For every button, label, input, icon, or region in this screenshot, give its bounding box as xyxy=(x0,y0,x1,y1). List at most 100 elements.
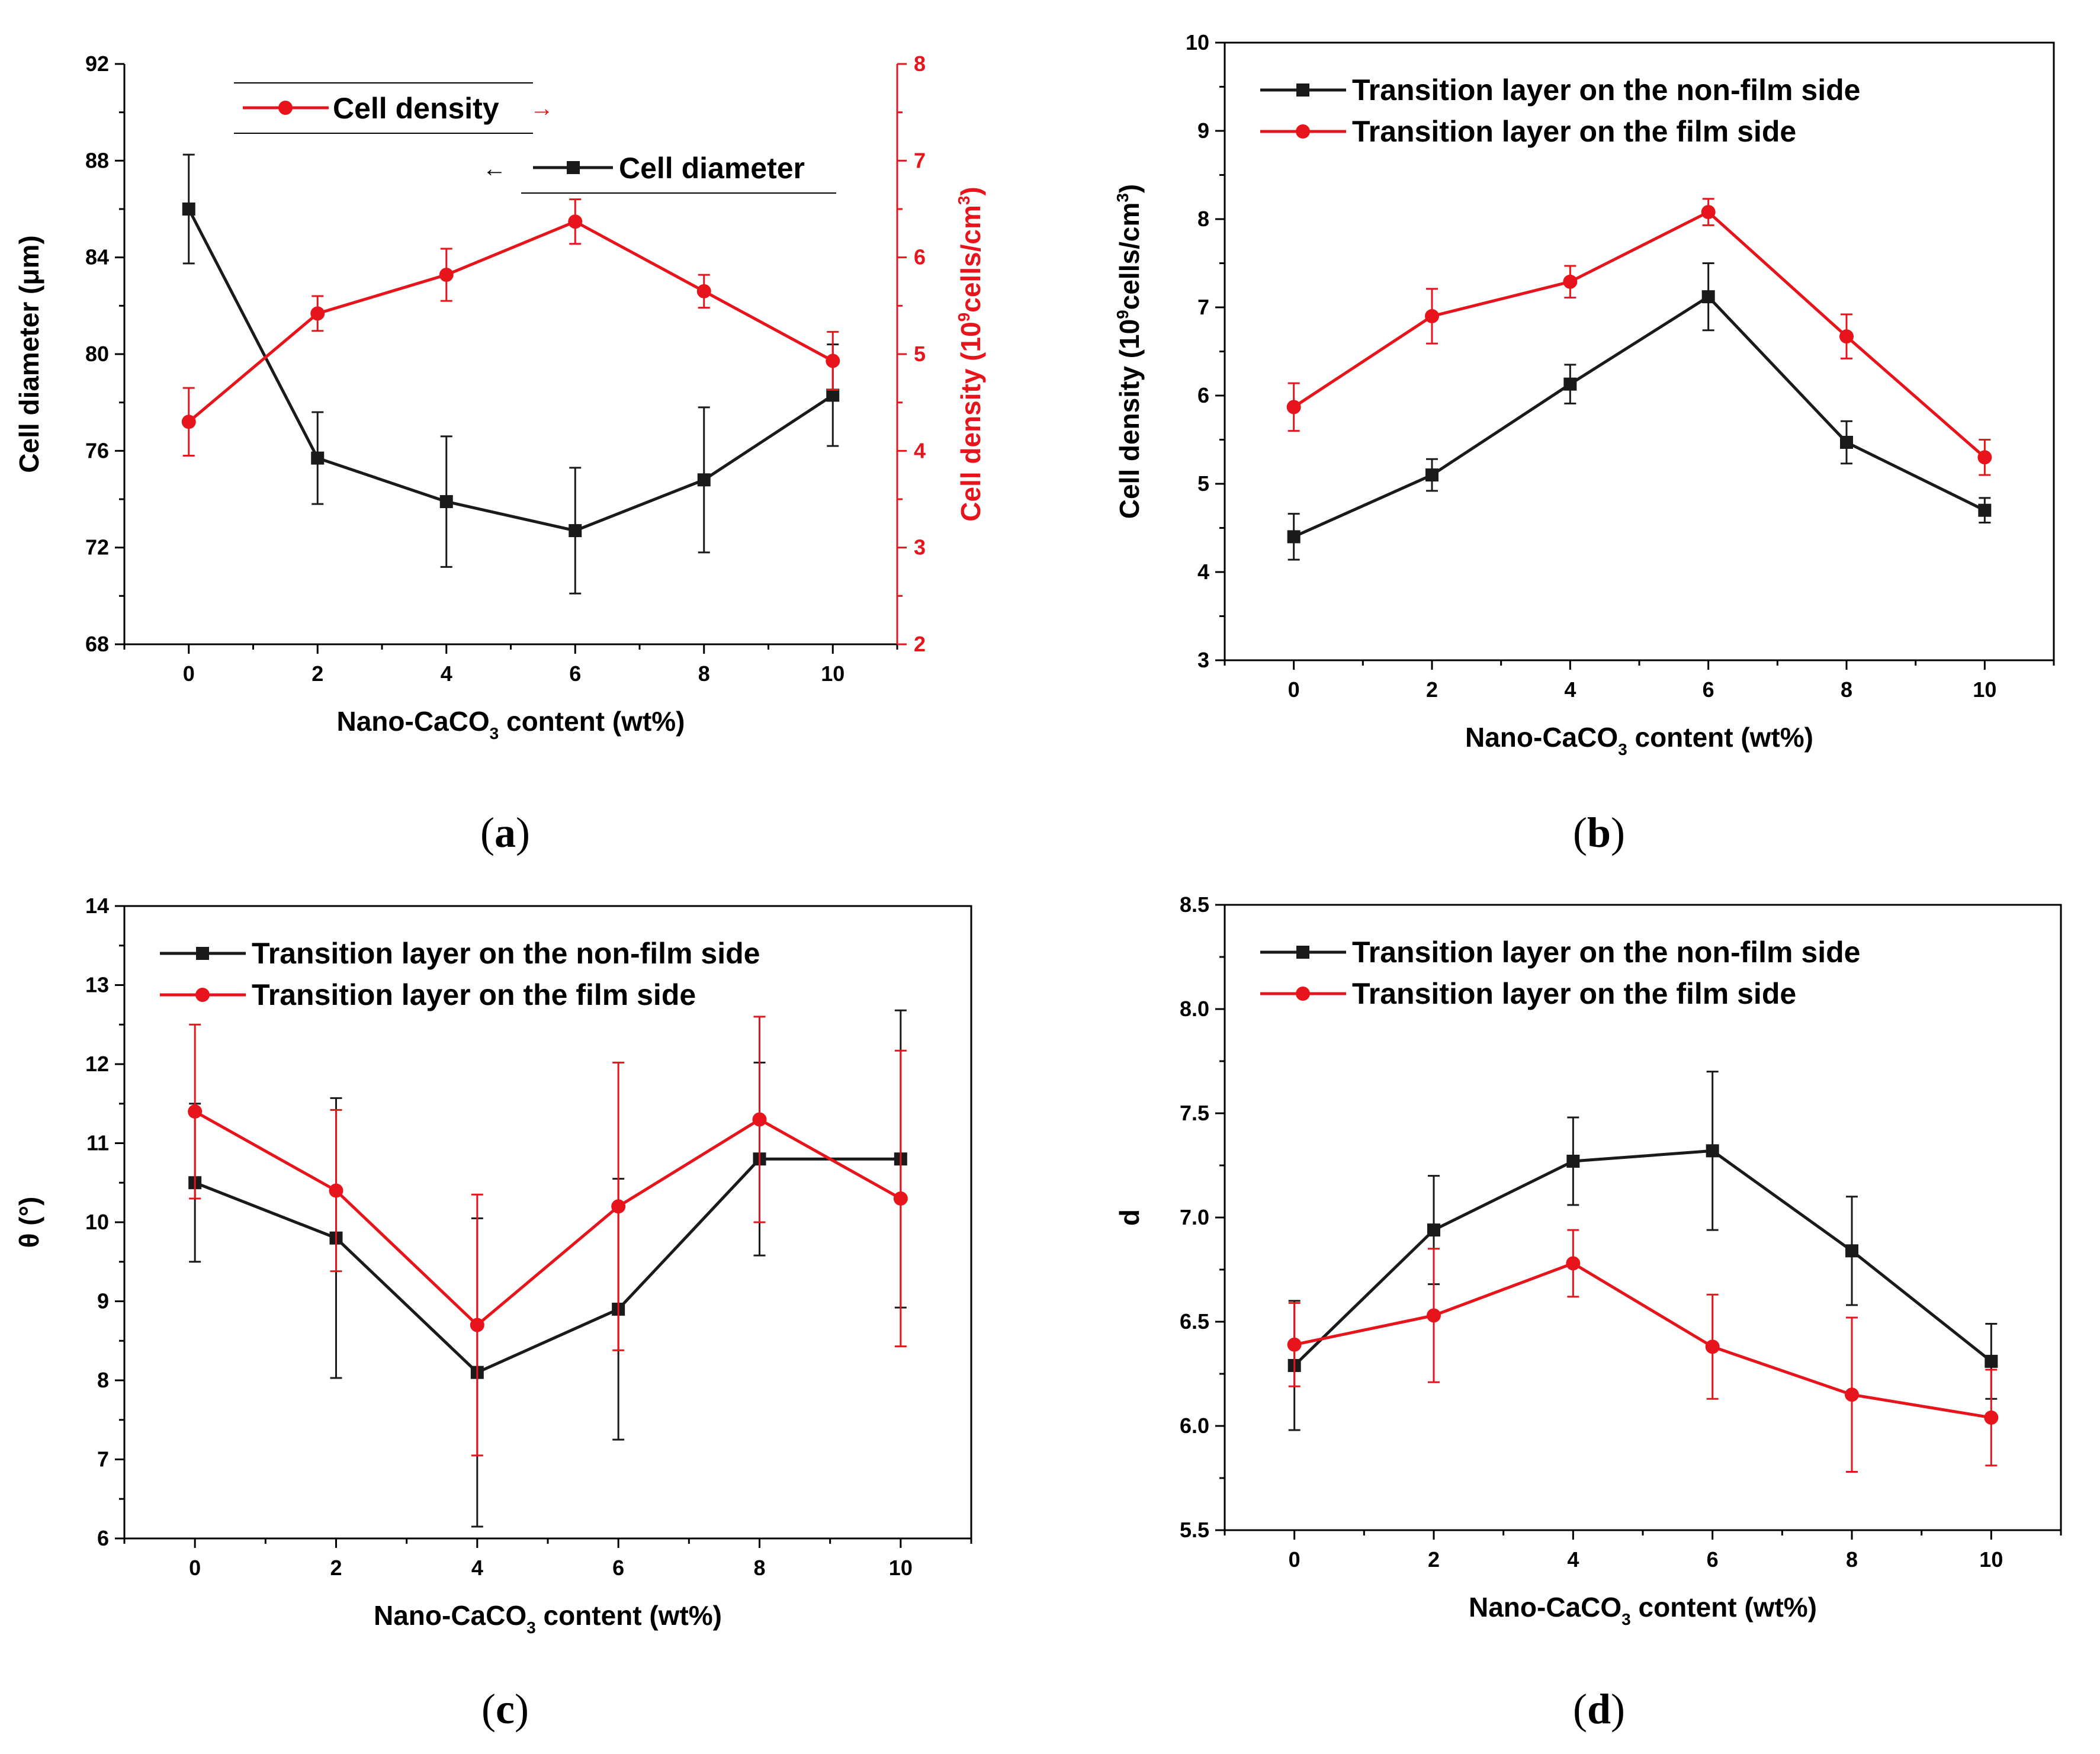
y-tick-label: 76 xyxy=(85,438,109,462)
x-axis-title: Nano-CaCO3 content (wt%) xyxy=(337,706,685,743)
x-axis-title: Nano-CaCO3 content (wt%) xyxy=(1469,1592,1817,1628)
data-point xyxy=(1566,1256,1581,1271)
panel-label-close: ) xyxy=(1611,809,1625,856)
series-black xyxy=(1287,262,1992,561)
panel-label: (b) xyxy=(1573,809,1625,856)
data-point xyxy=(439,495,453,509)
x-tick-label: 4 xyxy=(441,661,452,686)
series-line xyxy=(1293,210,1986,459)
y-axis-title: θ (°) xyxy=(14,1197,44,1248)
y-tick-label: 9 xyxy=(97,1289,109,1313)
legend-arrow: ← xyxy=(483,156,506,182)
legend-label: Cell density xyxy=(333,92,499,125)
data-point xyxy=(611,1199,626,1214)
x-tick-label: 6 xyxy=(612,1556,624,1580)
data-point xyxy=(1845,1387,1859,1402)
data-point xyxy=(1563,377,1577,391)
panel-label-open: ( xyxy=(481,1685,496,1733)
legend: Transition layer on the non-film side Tra… xyxy=(160,937,760,1011)
x-tick-label: 2 xyxy=(312,661,323,686)
panel-label-close: ) xyxy=(516,809,530,856)
x-title-tail: content (wt%) xyxy=(536,1600,722,1631)
y-tick-label: 10 xyxy=(1186,30,1209,54)
y2-tick-label: 2 xyxy=(914,632,926,656)
y2-title-main: Cell density (10 xyxy=(955,322,986,521)
y-tick-label: 80 xyxy=(85,342,109,366)
x-title-main: Nano-CaCO xyxy=(1469,1592,1621,1623)
y-tick-label: 8.5 xyxy=(1180,892,1209,917)
y2-title-mid: cells/cm xyxy=(955,205,986,313)
y-tick-label: 13 xyxy=(85,973,109,997)
data-point xyxy=(696,284,711,298)
y-tick-label: 6 xyxy=(1197,383,1209,407)
y-title-main: Cell density (10 xyxy=(1114,319,1145,519)
y-tick-label: 7 xyxy=(97,1447,109,1472)
panel-label-open: ( xyxy=(480,809,495,856)
series-black xyxy=(1287,1071,1998,1431)
data-point xyxy=(439,268,454,282)
y-tick-label: 4 xyxy=(1197,560,1209,584)
y-axis-title: Cell density (109cells/cm3) xyxy=(1113,184,1145,519)
x-tick-label: 10 xyxy=(821,661,845,686)
panel-label-letter: b xyxy=(1587,809,1611,856)
y-tick-label: 7 xyxy=(1197,295,1209,319)
data-point xyxy=(1839,329,1854,344)
series-line xyxy=(194,1157,901,1374)
data-point xyxy=(568,214,583,229)
data-point xyxy=(1287,1337,1302,1352)
legend: Cell density → ← Cell diameter xyxy=(234,82,836,194)
series-line xyxy=(1294,1261,1992,1419)
chart-panel-c: 0 2 4 6 8 10 6 7 8 9 10 11 12 13 14 Nano-CaCO3 content … xyxy=(14,894,972,1733)
y-tick-label: 72 xyxy=(85,535,109,560)
x-title-sub: 3 xyxy=(1618,740,1627,759)
y-tick-label: 7.0 xyxy=(1180,1205,1209,1229)
series-red xyxy=(1286,198,1992,476)
x-tick-label: 8 xyxy=(1841,677,1852,702)
x-axis-title: Nano-CaCO3 content (wt%) xyxy=(1465,722,1813,759)
panel-label-open: ( xyxy=(1573,1685,1587,1733)
legend-label: Cell diameter xyxy=(619,152,805,185)
data-point xyxy=(1701,290,1715,304)
x-tick-label: 4 xyxy=(471,1556,483,1580)
data-point xyxy=(181,415,196,429)
data-point xyxy=(311,451,325,465)
panel-label: (c) xyxy=(481,1685,529,1733)
legend-label: Transition layer on the film side xyxy=(252,978,696,1011)
data-point xyxy=(1566,1154,1580,1168)
panel-label-open: ( xyxy=(1573,809,1587,856)
legend-label: Transition layer on the film side xyxy=(1352,115,1796,148)
y-tick-label: 12 xyxy=(85,1052,109,1076)
series-line xyxy=(188,220,834,423)
x-tick-label: 2 xyxy=(330,1556,342,1580)
x-title-sub: 3 xyxy=(1621,1610,1631,1628)
y-axis-title: d xyxy=(1114,1209,1145,1226)
y2-tick-label: 3 xyxy=(914,535,926,560)
legend-arrow: → xyxy=(530,95,554,121)
x-title-tail: content (wt%) xyxy=(1631,1592,1817,1623)
x-tick-label: 0 xyxy=(189,1556,201,1580)
panel-label-letter: d xyxy=(1587,1685,1611,1733)
y-title-sup2: 3 xyxy=(1113,193,1132,203)
data-point xyxy=(188,1104,203,1119)
legend-marker xyxy=(1296,987,1310,1001)
panel-label-close: ) xyxy=(1611,1685,1625,1733)
y-tick-label: 92 xyxy=(85,52,109,76)
x-tick-label: 0 xyxy=(1288,677,1300,702)
legend-marker xyxy=(1296,83,1309,97)
y-tick-label: 6.5 xyxy=(1180,1309,1209,1334)
y-tick-label: 88 xyxy=(85,148,109,172)
x-title-tail: content (wt%) xyxy=(499,706,685,737)
y2-tick-label: 7 xyxy=(914,148,926,172)
y-tick-label: 10 xyxy=(85,1210,109,1234)
x-tick-label: 6 xyxy=(569,661,581,686)
y-axis-title: Cell diameter (μm) xyxy=(14,235,44,473)
data-point xyxy=(329,1183,343,1198)
data-point xyxy=(1984,1410,1999,1425)
series-black xyxy=(182,153,840,595)
y-tick-label: 84 xyxy=(85,245,109,269)
panel-label-letter: a xyxy=(495,809,516,856)
data-point xyxy=(1287,530,1301,544)
series-line xyxy=(194,1110,902,1327)
y-tick-label: 5.5 xyxy=(1180,1518,1209,1542)
